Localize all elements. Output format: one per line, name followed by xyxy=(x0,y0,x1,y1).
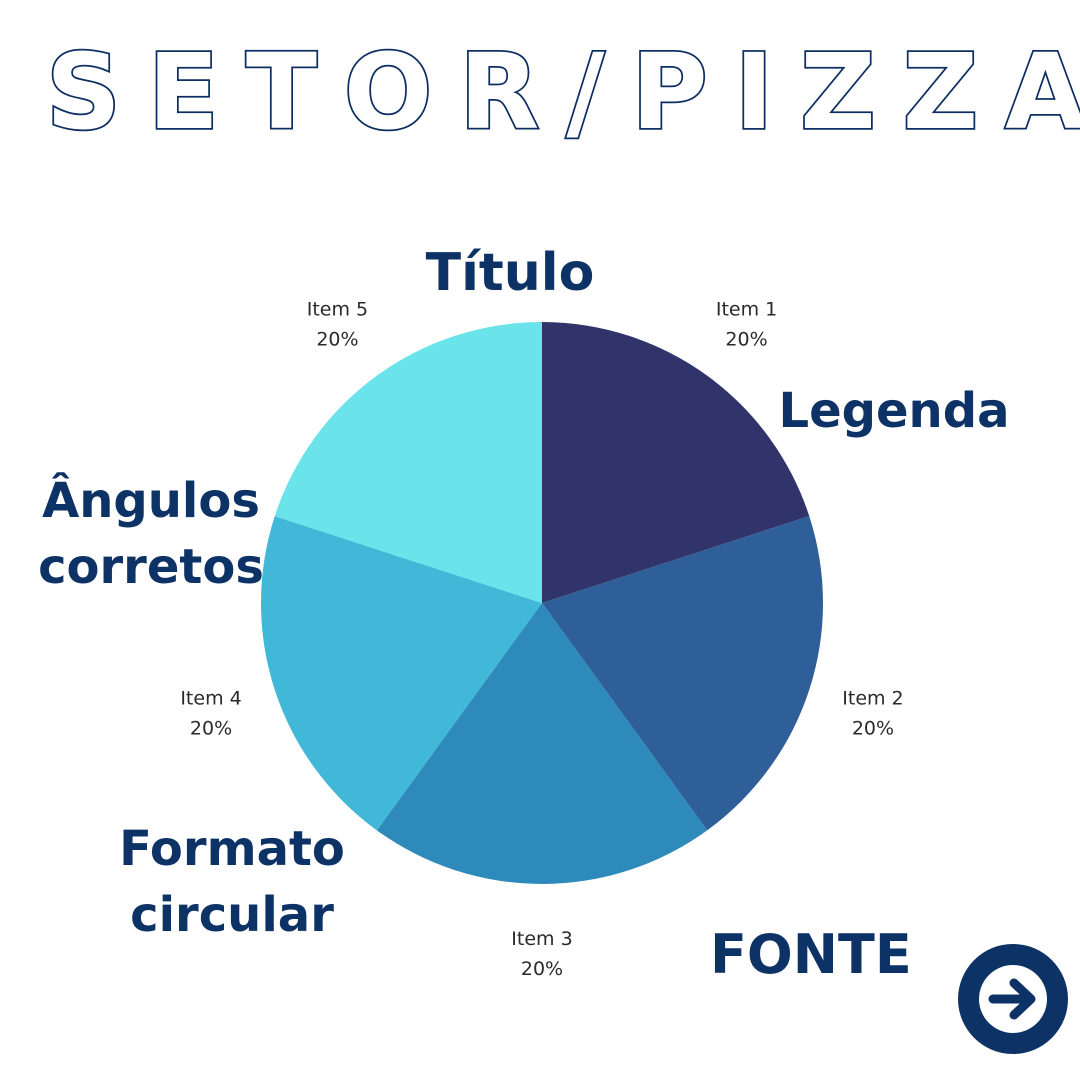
slice-category-label: Item 3 xyxy=(511,928,572,950)
slice-category-label: Item 5 xyxy=(307,298,368,320)
note-angles-line-1: Ângulos xyxy=(42,473,260,529)
slice-category-label: Item 1 xyxy=(716,298,777,320)
pie-slice-5 xyxy=(274,322,542,603)
pie-slice-1 xyxy=(542,322,810,603)
slice-label-2: Item 2 20% xyxy=(842,688,903,740)
slice-value-label: 20% xyxy=(316,328,358,350)
slice-value-label: 20% xyxy=(725,328,767,350)
next-button[interactable] xyxy=(958,944,1068,1054)
note-format-line-2: circular xyxy=(130,887,334,943)
slice-category-label: Item 2 xyxy=(842,688,903,710)
slice-label-1: Item 1 20% xyxy=(716,298,777,350)
slice-value-label: 20% xyxy=(190,718,232,740)
slice-label-3: Item 3 20% xyxy=(511,928,572,980)
slice-category-label: Item 4 xyxy=(180,688,241,710)
note-source-line-1: FONTE xyxy=(710,923,912,986)
note-angles-line-2: corretos xyxy=(38,539,264,595)
pie-slice-2 xyxy=(542,516,824,831)
note-angles: Ângulos corretos xyxy=(36,468,266,600)
note-title-line-1: Título xyxy=(425,243,595,303)
slice-label-5: Item 5 20% xyxy=(307,298,368,350)
note-source: FONTE xyxy=(710,922,912,988)
pie-slice-4 xyxy=(260,516,542,831)
slice-value-label: 20% xyxy=(852,718,894,740)
arrow-right-icon xyxy=(979,965,1047,1033)
note-title: Título xyxy=(410,240,610,306)
note-legend-line-1: Legenda xyxy=(778,383,1010,439)
slice-label-4: Item 4 20% xyxy=(180,688,241,740)
pie-slice-3 xyxy=(376,603,708,885)
note-legend: Legenda xyxy=(778,378,1010,444)
slice-value-label: 20% xyxy=(521,958,563,980)
note-format-line-1: Formato xyxy=(119,821,345,877)
page-heading: SETOR/PIZZA xyxy=(44,31,1080,153)
note-format: Formato circular xyxy=(112,816,352,948)
